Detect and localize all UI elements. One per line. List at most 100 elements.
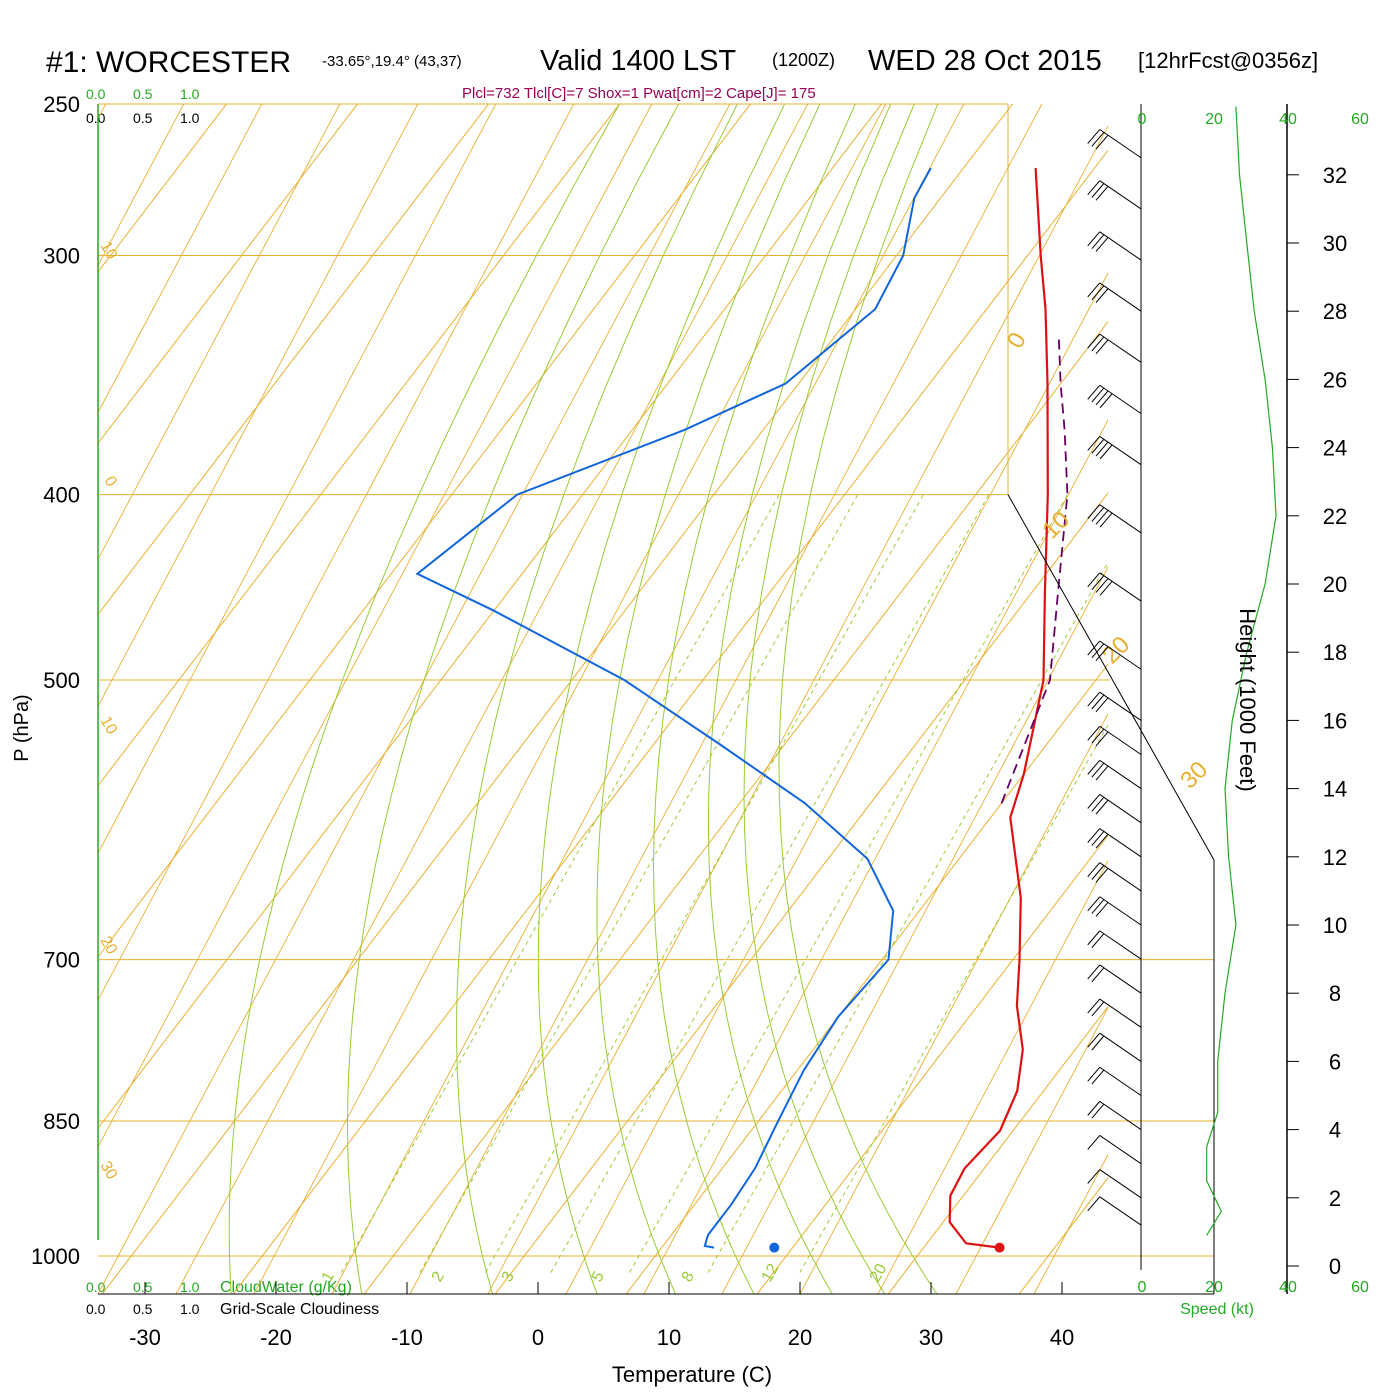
cloud-tick: 1.0: [180, 1301, 200, 1317]
wind-barb-flag: [1087, 180, 1101, 195]
height-tick-label: 18: [1323, 640, 1347, 665]
wind-barb-shaft: [1099, 930, 1142, 960]
isotherm-line: [98, 104, 359, 445]
wind-barb-shaft: [1099, 794, 1142, 824]
wind-barb-flag: [1087, 760, 1101, 775]
wind-barb-shaft: [1099, 1169, 1142, 1199]
adiabat-line: [877, 859, 1108, 1294]
skewt-grid: [0, 35, 1400, 1297]
wind-speed-curve: [1206, 106, 1277, 1236]
isotherm-label: 0: [101, 474, 120, 490]
wind-barb-flag: [1087, 231, 1101, 247]
wind-barb-flag: [1087, 572, 1101, 588]
mixing-ratio-line: [485, 494, 924, 1273]
wind-barb-flag: [1095, 731, 1109, 747]
cloud-scale-top: 0.0 0.5 1.0 0.0 0.5 1.0: [86, 86, 200, 126]
wind-barb: [1087, 828, 1142, 858]
wind-barb-shaft: [1099, 333, 1142, 363]
wind-barb: [1087, 725, 1142, 755]
isotherm-line: [0, 35, 149, 1297]
isotherm-line: [98, 104, 228, 273]
cloudiness-label: Grid-Scale Cloudiness: [220, 1301, 379, 1318]
temperature-profile: [948, 167, 1049, 1249]
height-tick-label: 24: [1323, 436, 1347, 461]
wind-barb-shaft: [1099, 1032, 1142, 1062]
wind-barb-shaft: [1099, 384, 1142, 414]
speed-tick: 40: [1279, 111, 1297, 128]
x-tick-label: -30: [129, 1325, 161, 1350]
wind-barb-flag: [1087, 1101, 1101, 1116]
height-tick-label: 2: [1329, 1186, 1341, 1211]
cloud-tick: 0.0: [86, 86, 106, 102]
wind-barb-shaft: [1099, 862, 1142, 892]
wind-barb: [1087, 1196, 1142, 1226]
y-axis-title: P (hPa): [11, 694, 33, 761]
adiabat-line: [98, 104, 341, 561]
wind-barb-flag: [1091, 831, 1105, 846]
wind-barb-flag: [1095, 237, 1109, 252]
pressure-tick-label: 300: [43, 244, 80, 269]
moist-adiabat: [707, 104, 892, 1294]
wind-barb-flag: [1091, 865, 1105, 880]
wind-barb: [1087, 1135, 1142, 1165]
wind-barb-flag: [1091, 234, 1105, 249]
cloud-tick: 1.0: [180, 1279, 200, 1295]
wind-barb-flag: [1087, 504, 1101, 519]
wind-barb: [1087, 930, 1142, 960]
isotherm-line: [98, 104, 621, 787]
station-coords: -33.65°,19.4° (43,37): [322, 53, 462, 70]
wind-barb-flag: [1095, 833, 1109, 849]
wind-barb-flag: [1087, 862, 1101, 877]
wind-barb-shaft: [1099, 964, 1142, 994]
speed-tick: 0: [1138, 1279, 1147, 1296]
isotherm-label: 0: [1002, 328, 1032, 353]
x-tick-label: -10: [391, 1325, 423, 1350]
wind-barb: [1087, 862, 1142, 892]
adiabat-line: [331, 104, 965, 1294]
adiabat-line: [98, 104, 731, 1294]
speed-tick: 20: [1205, 1279, 1223, 1296]
wind-barb-shaft: [1099, 828, 1142, 858]
moist-adiabat: [456, 104, 738, 1294]
wind-barb-shaft: [1099, 129, 1142, 159]
wind-barb: [1087, 231, 1142, 261]
moist-adiabat: [778, 104, 939, 1294]
isotherm-line: [98, 104, 490, 616]
mixing-ratio-line: [340, 494, 780, 1273]
wind-barb-flag: [1087, 1032, 1101, 1048]
wind-barb-shaft: [1099, 504, 1142, 534]
pressure-tick-label: 1000: [31, 1244, 80, 1269]
parcel-profile: [1000, 334, 1069, 804]
wind-barb-flag: [1091, 643, 1105, 659]
x-tick-label: 0: [532, 1325, 544, 1350]
wind-barb-flag: [1091, 507, 1105, 522]
wind-barb: [1087, 691, 1142, 721]
wind-barb-flag: [1091, 285, 1105, 301]
wind-barb: [1087, 759, 1142, 790]
valid-time: Valid 1400 LST: [540, 45, 736, 77]
wind-barb-shaft: [1099, 180, 1142, 210]
cloud-tick: 1.0: [180, 86, 200, 102]
zulu-time: (1200Z): [772, 50, 835, 70]
height-tick-label: 16: [1323, 708, 1347, 733]
speed-tick: 60: [1351, 1279, 1369, 1296]
adiabat-line: [1268, 104, 1400, 1294]
wind-barb: [1087, 640, 1142, 670]
mixing-ratio-label: 3: [499, 1269, 518, 1285]
wind-barb-flag: [1087, 896, 1101, 912]
height-tick-label: 20: [1323, 572, 1347, 597]
wind-barb-shaft: [1099, 725, 1142, 755]
isotherm-label: 10: [97, 714, 121, 738]
wind-barb-flag: [1091, 132, 1105, 147]
isotherm-line: [494, 492, 1108, 1294]
mixing-ratio-line: [707, 561, 1108, 1273]
adiabat-line: [175, 104, 809, 1294]
wind-barb-flag: [1099, 444, 1113, 460]
wind-barb: [1087, 572, 1142, 602]
speed-tick: 20: [1205, 111, 1223, 128]
cloud-scale-bottom: 0.0 0.5 1.0 CloudWater (g/Kg) 0.0 0.5 1.…: [86, 1279, 379, 1318]
height-tick-label: 30: [1323, 231, 1347, 256]
wind-barb-flag: [1095, 765, 1109, 781]
x-tick-label: 10: [657, 1325, 681, 1350]
wind-barb-flag: [1095, 799, 1109, 815]
